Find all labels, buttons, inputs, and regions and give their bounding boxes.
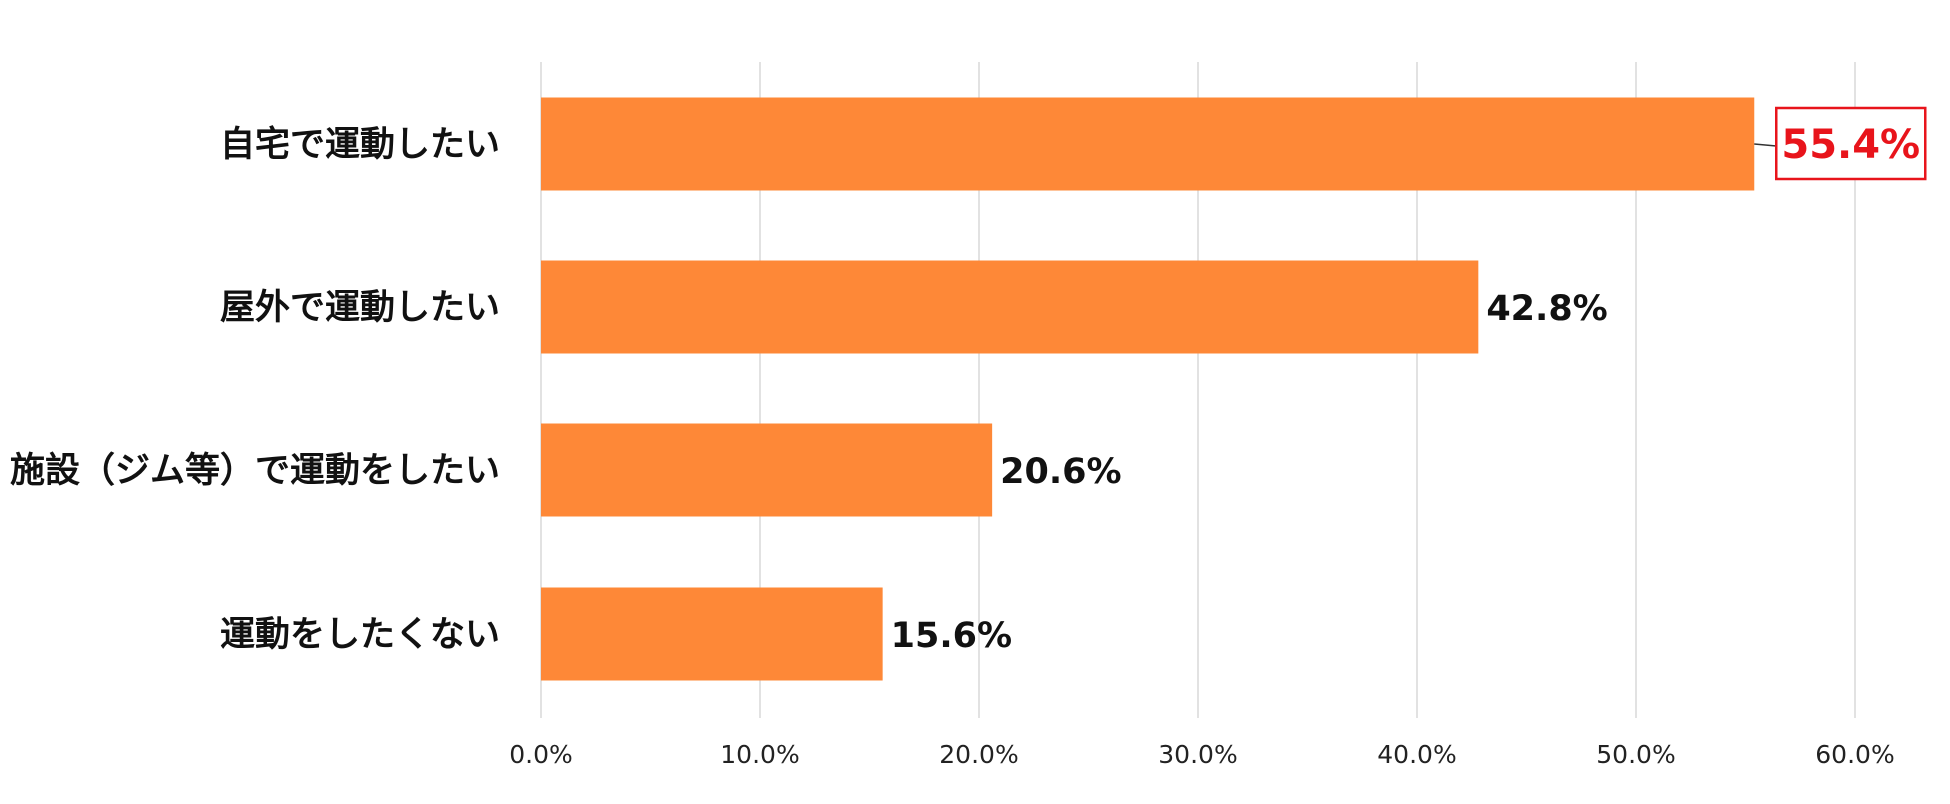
- x-tick-label: 60.0%: [1815, 740, 1894, 769]
- category-label: 施設（ジム等）で運動をしたい: [10, 451, 500, 491]
- data-label: 15.6%: [891, 616, 1012, 656]
- category-label: 屋外で運動したい: [220, 288, 500, 328]
- bars: [541, 97, 1755, 681]
- data-label: 20.6%: [1000, 452, 1121, 492]
- category-label: 運動をしたくない: [220, 615, 500, 655]
- bar: [541, 423, 993, 517]
- bar: [541, 587, 883, 681]
- data-labels: 55.4% 42.8% 20.6% 15.6%: [891, 106, 1927, 656]
- x-tick-label: 30.0%: [1158, 740, 1237, 769]
- bar: [541, 260, 1479, 354]
- x-tick-label: 50.0%: [1596, 740, 1675, 769]
- x-tick-label: 0.0%: [509, 740, 573, 769]
- leader-line: [1754, 143, 1777, 147]
- data-label: 55.4%: [1781, 122, 1920, 168]
- x-tick-label: 10.0%: [720, 740, 799, 769]
- bar: [541, 97, 1755, 191]
- x-tick-label: 20.0%: [939, 740, 1018, 769]
- category-label: 自宅で運動したい: [220, 124, 500, 165]
- x-tick-label: 40.0%: [1377, 740, 1456, 769]
- x-axis-tick-labels: 0.0% 10.0% 20.0% 30.0% 40.0% 50.0% 60.0%: [509, 740, 1894, 769]
- data-label: 42.8%: [1486, 289, 1607, 329]
- highlight-box: [1775, 106, 1927, 181]
